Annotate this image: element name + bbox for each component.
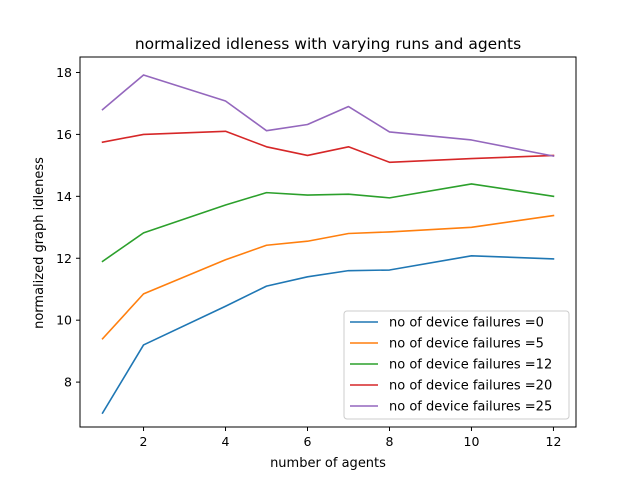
legend-label-2: no of device failures =12 — [389, 358, 552, 373]
y-tick-label: 16 — [56, 127, 72, 142]
chart-title: normalized idleness with varying runs an… — [135, 35, 521, 53]
y-tick-label: 14 — [56, 189, 72, 204]
x-tick-label: 8 — [386, 434, 394, 449]
x-tick-label: 6 — [304, 434, 312, 449]
legend-box — [343, 310, 570, 420]
y-tick-label: 12 — [56, 251, 72, 266]
y-axis-label: normalized graph idleness — [32, 157, 47, 329]
x-tick-label: 2 — [140, 434, 148, 449]
y-axis: 8 10 12 14 16 18 — [56, 65, 80, 390]
legend-label-3: no of device failures =20 — [389, 379, 552, 394]
legend-label-1: no of device failures =5 — [389, 337, 544, 352]
series-line-0 — [101, 254, 555, 415]
series-line-1 — [101, 214, 555, 340]
plot-frame — [79, 56, 577, 428]
series-line-3 — [101, 130, 555, 164]
x-tick-label: 10 — [464, 434, 480, 449]
legend: no of device failures =0 no of device fai… — [343, 310, 570, 420]
x-axis-label: number of agents — [270, 456, 386, 471]
x-axis: 2 4 6 8 10 12 — [140, 427, 562, 449]
legend-label-4: no of device failures =25 — [389, 400, 552, 415]
y-tick-label: 8 — [64, 375, 72, 390]
x-tick-label: 12 — [546, 434, 562, 449]
y-tick-label: 10 — [56, 313, 72, 328]
y-tick-label: 18 — [56, 65, 72, 80]
x-tick-label: 4 — [222, 434, 230, 449]
series-group — [101, 74, 555, 415]
series-line-4 — [101, 74, 555, 158]
legend-label-0: no of device failures =0 — [389, 316, 544, 331]
series-line-2 — [101, 183, 555, 263]
